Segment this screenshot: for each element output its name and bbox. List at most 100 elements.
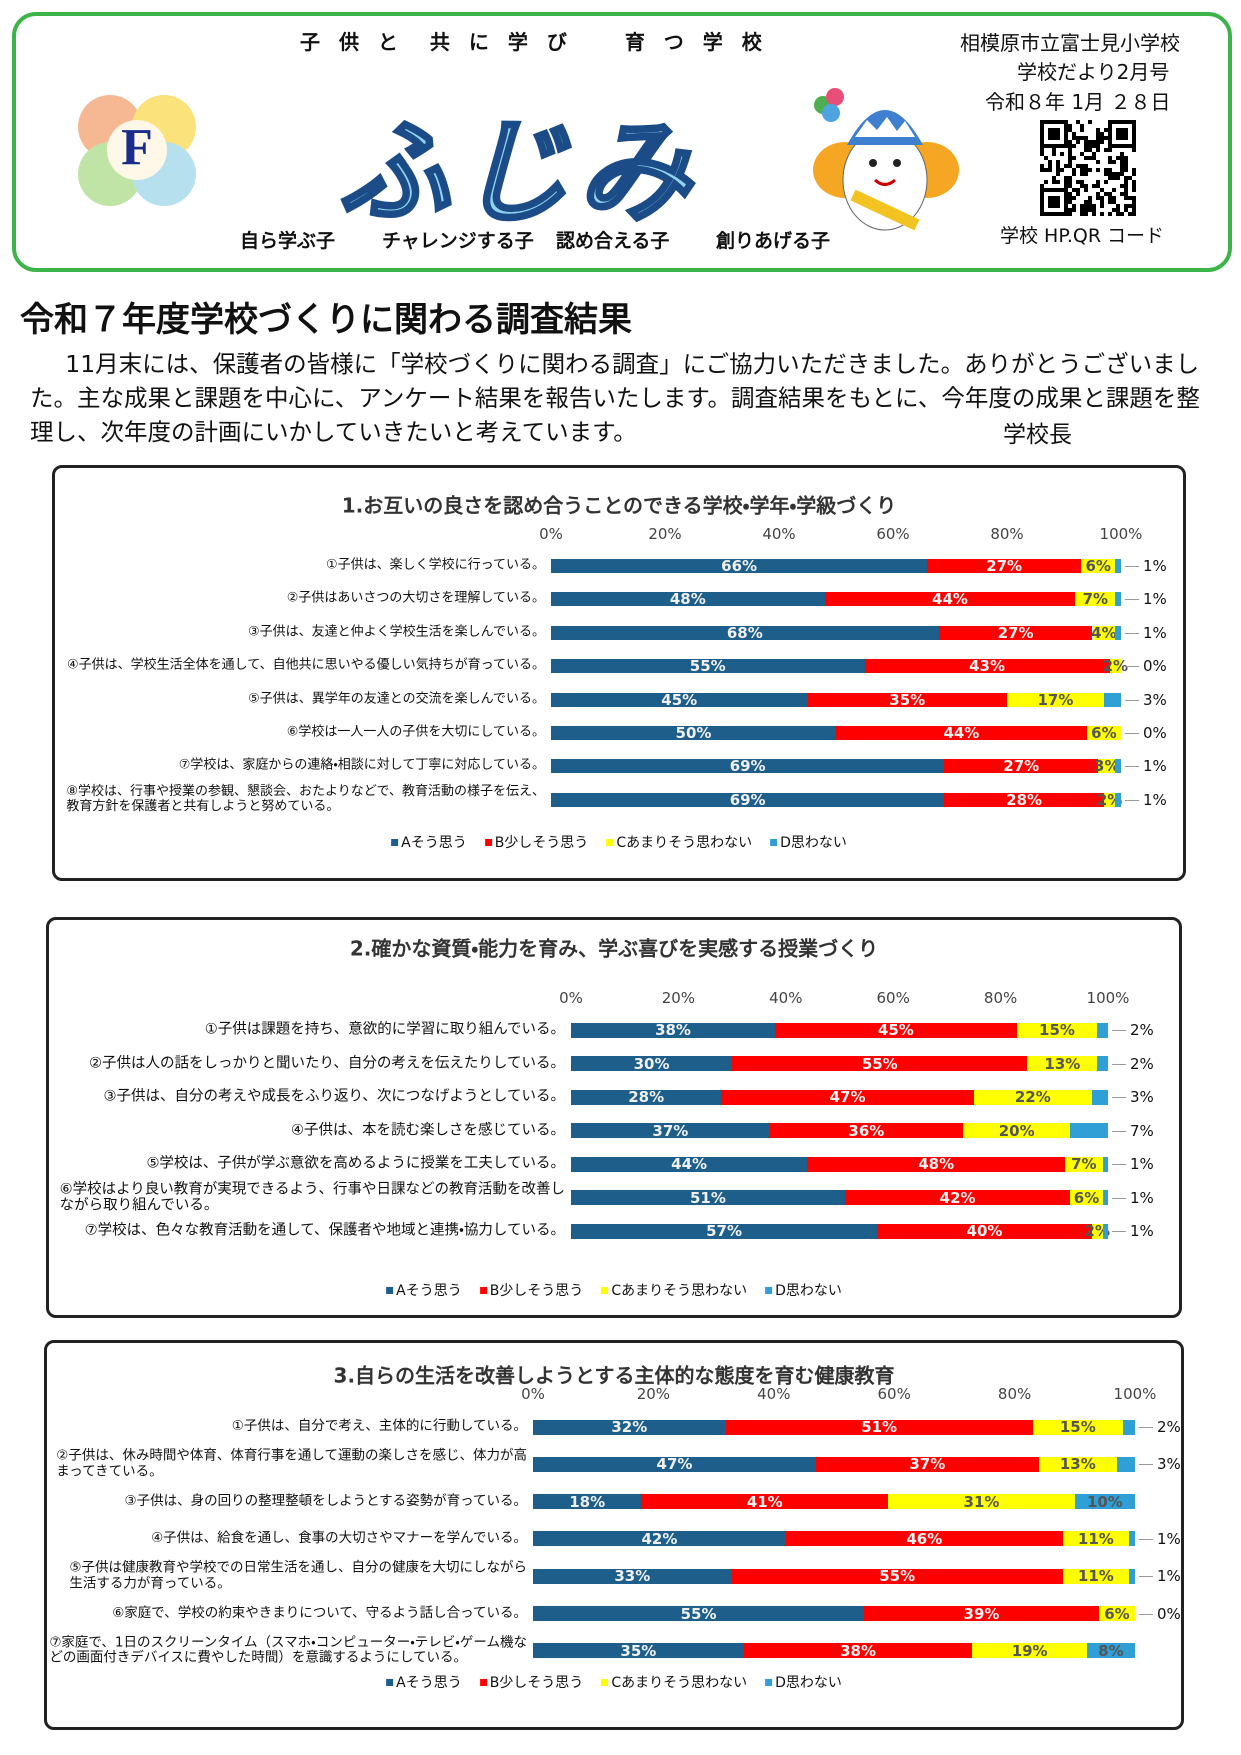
legend-item: D思わない [770, 832, 847, 852]
value-label: 28% [1006, 790, 1043, 809]
value-label: 68% [726, 623, 763, 642]
bar-segment [1115, 759, 1121, 774]
value-label: 6% [1073, 1188, 1100, 1207]
category-label: ②子供は人の話をしっかりと聞いたり、自分の考えを伝えたりしている。 [89, 1055, 565, 1072]
value-label: 1% [1143, 757, 1167, 776]
value-label: 3% [1094, 757, 1120, 776]
value-label: 17% [1037, 690, 1074, 709]
bar-segment [732, 1056, 1028, 1071]
chart-title: 3.自らの生活を改善しようとする主体的な態度を育む健康教育 [333, 1363, 895, 1388]
legend-swatch [606, 838, 614, 846]
leader-line [1125, 766, 1139, 768]
leader-line [1139, 1464, 1153, 1466]
bar-segment [1086, 1643, 1135, 1659]
bar-segment [1097, 1022, 1108, 1038]
category-label: ④子供は、学校生活全体を通して、自他共に思いやる優しい気持ちが育っている。 [67, 657, 545, 673]
bar-segment [1007, 692, 1104, 707]
chart-title: 2.確かな資質・能力を育み、学ぶ喜びを実感する授業づくり [349, 936, 879, 961]
legend: Aそう思う B少しそう思う Cあまりそう思わない D思わない [386, 1672, 842, 1692]
bar-segment [551, 726, 836, 740]
category-label: ①子供は課題を持ち、意欲的に学習に取り組んでいる。 [204, 1021, 565, 1038]
value-label: 3% [1130, 1088, 1154, 1106]
value-label: 0% [1157, 1604, 1181, 1623]
x-tick-label: 80% [997, 1385, 1032, 1403]
value-label: 55% [861, 1054, 898, 1073]
bar-segment [1103, 692, 1121, 707]
bar-segment [571, 1123, 770, 1138]
value-label: 51% [861, 1418, 898, 1436]
bar-segment [963, 1123, 1071, 1138]
leader-line [1112, 1231, 1126, 1232]
value-label: 11% [1077, 1567, 1114, 1586]
category-label: ②子供はあいさつの大切さを理解している。 [286, 590, 545, 606]
value-label: 19% [1011, 1641, 1048, 1660]
bar-segment [1016, 1022, 1098, 1038]
bar-segment [571, 1156, 808, 1172]
bar-segment [533, 1456, 816, 1472]
value-label: 40% [966, 1222, 1003, 1240]
bar-segment [864, 659, 1110, 674]
legend-item: Cあまりそう思わない [601, 1672, 747, 1692]
bar-segment [1091, 1223, 1103, 1239]
legend-label: Cあまりそう思わない [611, 1283, 748, 1299]
bar-segment [1092, 625, 1116, 640]
bar-segment [1075, 592, 1116, 607]
category-label: ①子供は、楽しく学校に行っている。 [325, 557, 545, 573]
category-label: ①子供は、自分で考え、主体的に行動している。 [231, 1418, 527, 1435]
bar-segment [641, 1494, 889, 1510]
header-box [12, 12, 1232, 272]
value-label: 1% [1143, 790, 1167, 809]
x-tick-label: 60% [877, 1385, 911, 1403]
leader-line [1139, 1613, 1153, 1615]
bar-segment [725, 1419, 1033, 1435]
category-label: ⑤子供は健康教育や学校での日常生活を通し、自分の健康を大切にしながら 生活する力… [69, 1559, 527, 1592]
value-label: 51% [689, 1188, 726, 1207]
bar-segment [815, 1456, 1039, 1472]
intro: 11月末には、保護者の皆様に「学校づくりに関わる調査」にご協力いただきました。あ… [30, 350, 1200, 446]
x-tick-label: 80% [983, 989, 1018, 1007]
legend-label: D思わない [780, 835, 847, 851]
value-label: 7% [1082, 590, 1109, 609]
category-label: ⑥家庭で、学校の約束やきまりについて、守るよう話し合っている。 [112, 1604, 527, 1621]
bar-segment [1103, 792, 1116, 807]
legend-item: Aそう思う [386, 1672, 462, 1692]
value-label: 7% [1130, 1121, 1154, 1140]
value-label: 20% [998, 1121, 1035, 1140]
value-label: 42% [641, 1529, 678, 1548]
bar-segment [1102, 1156, 1108, 1172]
bar-segment [944, 759, 1099, 774]
leader-line [1139, 1427, 1153, 1428]
legend-swatch [601, 1286, 609, 1294]
bar-segment [533, 1531, 786, 1547]
value-label: 13% [1059, 1455, 1096, 1474]
leader-line [1112, 1063, 1126, 1065]
bar-segment [1062, 1531, 1129, 1547]
category-label: ③子供は、友達と仲よく学校生活を楽しんでいる。 [247, 624, 545, 640]
leader-line [1139, 1576, 1153, 1578]
value-label: 2% [1130, 1021, 1154, 1039]
bar-segment [1065, 1156, 1103, 1172]
value-label: 1% [1130, 1188, 1154, 1207]
value-label: 22% [1014, 1088, 1051, 1106]
bar-segment [1122, 1419, 1135, 1435]
leader-line [1112, 1164, 1126, 1165]
x-tick-label: 40% [757, 1385, 791, 1403]
legend-item: Cあまりそう思わない [606, 832, 752, 852]
legend-item: Aそう思う [391, 832, 467, 852]
newsletter-title: ふじみ [336, 106, 698, 240]
category-label: ⑥学校はより良い教育が実現できるよう、行事や日課などの教育活動を改善し ながら取… [59, 1180, 565, 1214]
bar-segment [731, 1568, 1063, 1584]
mascot [813, 88, 959, 231]
bar-segment [1102, 1190, 1108, 1205]
bar-segment [1070, 1190, 1103, 1205]
value-label: 3% [1143, 690, 1167, 709]
bar-segment [571, 1089, 722, 1105]
value-label: 1% [1157, 1529, 1181, 1548]
legend-item: Cあまりそう思わない [601, 1280, 747, 1300]
bar-segment [1115, 625, 1121, 640]
legend-swatch [765, 1678, 773, 1686]
category-label: ②子供は、休み時間や体育、体育行事を通して運動の楽しさを感じ、体力が高 まってき… [56, 1447, 527, 1480]
leader-line [1139, 1538, 1153, 1540]
bar-segment [836, 726, 1087, 740]
